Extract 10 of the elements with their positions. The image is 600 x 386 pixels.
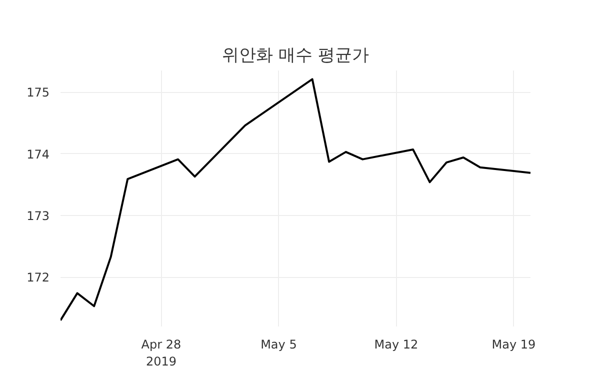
y-tick-label: 175 xyxy=(26,86,50,100)
y-tick-label: 173 xyxy=(26,208,50,223)
y-tick-label: 174 xyxy=(26,147,50,162)
x-tick-label: May 5 xyxy=(260,338,297,352)
y-tick-label: 172 xyxy=(26,270,50,285)
x-tick-label: May 12 xyxy=(374,338,418,352)
line-series xyxy=(60,78,530,322)
x-tick-label: Apr 28 2019 xyxy=(141,338,182,368)
x-tick-label: May 19 xyxy=(492,338,536,352)
chart-title: 위안화 매수 평균가 xyxy=(222,46,369,66)
